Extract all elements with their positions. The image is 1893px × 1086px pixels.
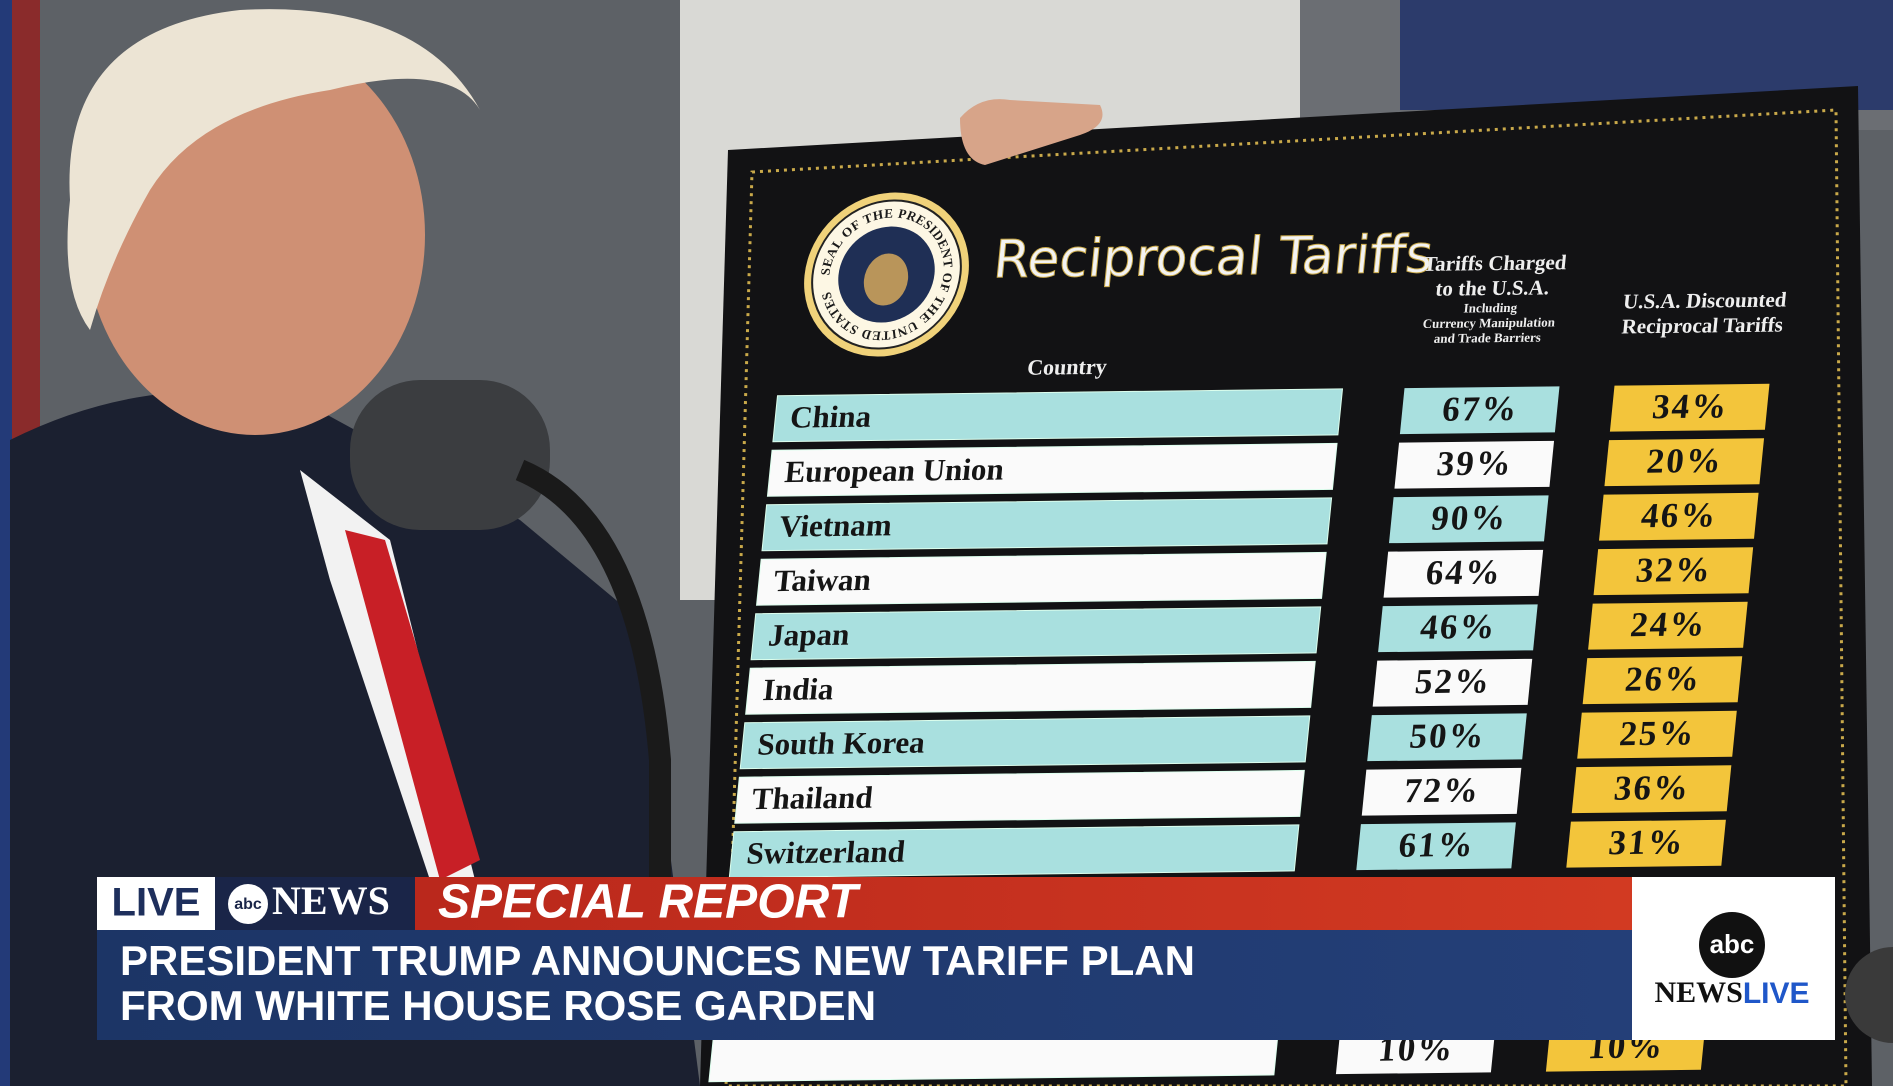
discounted-value: 24%	[1629, 604, 1709, 644]
country-name: China	[789, 399, 874, 435]
charged-header: Tariffs Charged	[1422, 250, 1568, 276]
charged-value: 46%	[1419, 607, 1499, 647]
charged-value: 90%	[1430, 498, 1510, 538]
country-name: Vietnam	[778, 507, 894, 543]
charged-header: and Trade Barriers	[1433, 330, 1541, 346]
discounted-value: 31%	[1607, 822, 1687, 862]
banner-label: SPECIAL REPORT	[438, 876, 861, 929]
country-name: Japan	[767, 617, 851, 653]
video-frame: SEAL OF THE PRESIDENT OF THE UNITED STAT…	[0, 0, 1893, 1086]
network-mark: abc	[234, 896, 262, 913]
country-header: Country	[1026, 354, 1108, 380]
lower-third: LIVE abc NEWS SPECIAL REPORT PRESIDENT T…	[97, 876, 1893, 1043]
country-name: Taiwan	[772, 562, 873, 598]
charged-value: 72%	[1402, 770, 1482, 810]
corner-logo-live: LIVE	[1743, 977, 1810, 1010]
charged-value: 61%	[1397, 825, 1477, 865]
charged-header: Currency Manipulation	[1422, 314, 1556, 331]
network-name: NEWS	[272, 878, 390, 923]
headline-line: PRESIDENT TRUMP ANNOUNCES NEW TARIFF PLA…	[120, 937, 1195, 984]
board-title: Reciprocal Tariffs	[991, 225, 1436, 290]
corner-logo-text: NEWSLIVE	[1654, 976, 1809, 1010]
discounted-value: 46%	[1640, 495, 1720, 535]
charged-value: 52%	[1413, 661, 1493, 701]
charged-value: 39%	[1435, 443, 1515, 483]
charged-header: to the U.S.A.	[1434, 275, 1550, 300]
charged-value: 64%	[1424, 552, 1504, 592]
discounted-value: 32%	[1634, 550, 1714, 590]
discounted-value: 20%	[1645, 441, 1725, 481]
page: SEAL OF THE PRESIDENT OF THE UNITED STAT…	[0, 0, 1893, 1086]
discounted-header: U.S.A. Discounted	[1622, 288, 1788, 314]
discounted-value: 36%	[1612, 768, 1692, 808]
discounted-value: 25%	[1618, 713, 1698, 753]
headline-line: FROM WHITE HOUSE ROSE GARDEN	[120, 982, 876, 1029]
country-name: India	[761, 671, 836, 707]
country-name: South Korea	[756, 725, 927, 762]
corner-logo-mark: abc	[1710, 929, 1755, 959]
charged-header: Including	[1463, 300, 1518, 316]
corner-logo-news: NEWS	[1654, 976, 1742, 1009]
country-name: Thailand	[750, 780, 874, 816]
live-label: LIVE	[112, 881, 201, 925]
country-name: Switzerland	[745, 834, 907, 871]
discounted-value: 26%	[1623, 659, 1703, 699]
discounted-value: 34%	[1650, 386, 1730, 426]
country-name: European Union	[783, 452, 1005, 490]
discounted-header: Reciprocal Tariffs	[1621, 313, 1785, 339]
charged-value: 50%	[1408, 716, 1488, 756]
charged-value: 67%	[1440, 389, 1520, 429]
